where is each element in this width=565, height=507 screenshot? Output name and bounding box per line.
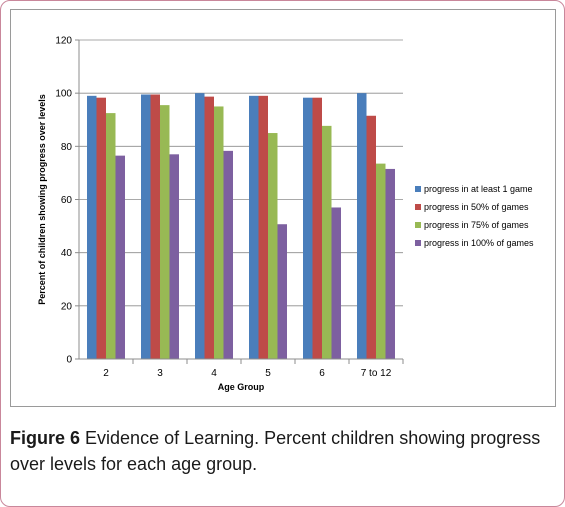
bar — [376, 163, 386, 359]
x-tick-label: 2 — [103, 368, 109, 379]
axes: 0 20 40 60 80 100 120 2 3 4 5 6 7 to 12 — [55, 36, 404, 379]
legend-swatch — [415, 204, 421, 210]
y-tick-label: 20 — [61, 301, 73, 312]
bar — [160, 105, 170, 359]
bar — [204, 96, 214, 359]
bar — [322, 125, 332, 359]
bar-chart: 0 20 40 60 80 100 120 2 3 4 5 6 7 to 12 progress in … — [37, 36, 534, 393]
legend-label: progress in 50% of games — [424, 202, 529, 212]
bar — [115, 155, 125, 359]
bar — [96, 97, 106, 359]
legend: progress in at least 1 game progress in 5… — [415, 184, 534, 248]
bar — [277, 224, 287, 359]
y-tick-label: 80 — [61, 142, 73, 153]
legend-swatch — [415, 222, 421, 228]
figure-label: Figure 6 — [10, 428, 81, 448]
bar — [87, 95, 97, 359]
bar — [223, 150, 233, 359]
bar — [195, 93, 205, 360]
legend-label: progress in 100% of games — [424, 238, 534, 248]
bar — [106, 113, 116, 360]
legend-label: progress in at least 1 game — [424, 184, 533, 194]
x-tick-label: 7 to 12 — [361, 368, 392, 379]
bars — [87, 93, 395, 360]
gridlines — [79, 39, 403, 307]
legend-swatch — [415, 186, 421, 192]
figure-caption-text: Evidence of Learning. Percent children s… — [10, 428, 541, 474]
x-tick-label: 6 — [319, 368, 325, 379]
bar — [385, 168, 395, 359]
y-tick-label: 0 — [66, 355, 72, 366]
y-tick-label: 120 — [55, 36, 72, 47]
bar — [249, 95, 259, 359]
x-tick-label: 5 — [265, 368, 271, 379]
y-tick-label: 40 — [61, 248, 73, 259]
bar — [150, 94, 160, 359]
bar — [366, 115, 376, 359]
chart-area: 0 20 40 60 80 100 120 2 3 4 5 6 7 to 12 progress in … — [10, 9, 556, 407]
bar — [312, 97, 322, 359]
bar — [357, 93, 367, 360]
bar — [268, 133, 278, 359]
y-axis-title: Percent of children showing progress ove… — [37, 94, 47, 305]
legend-swatch — [415, 240, 421, 246]
bar — [331, 207, 341, 359]
x-tick-label: 4 — [211, 368, 217, 379]
bar — [141, 94, 151, 359]
x-tick-label: 3 — [157, 368, 163, 379]
bar — [303, 97, 313, 359]
bar — [258, 95, 268, 359]
y-tick-label: 60 — [61, 195, 73, 206]
x-axis-title: Age Group — [218, 382, 265, 392]
bar — [169, 154, 179, 359]
bar — [214, 106, 224, 359]
legend-label: progress in 75% of games — [424, 220, 529, 230]
y-tick-label: 100 — [55, 89, 72, 100]
figure-caption: Figure 6 Evidence of Learning. Percent c… — [10, 425, 550, 477]
